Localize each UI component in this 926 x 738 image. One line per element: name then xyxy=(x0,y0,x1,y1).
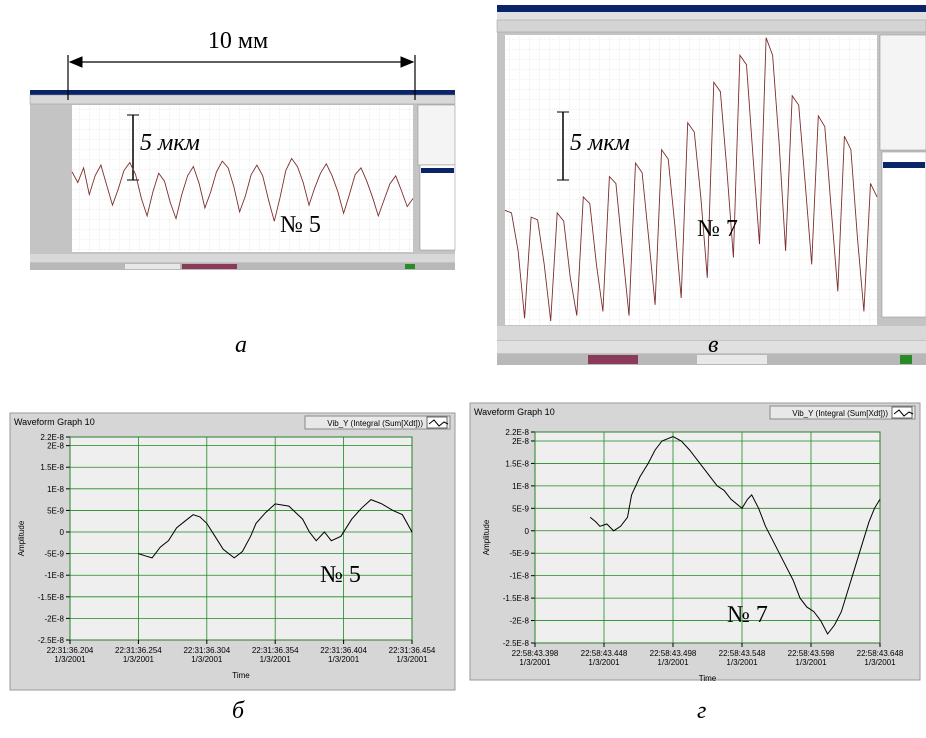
y-tick-label: -2E-8 xyxy=(44,614,64,623)
panel-caption: а xyxy=(235,332,247,358)
screenshot-frame xyxy=(497,5,926,365)
y-tick-label: 0 xyxy=(525,527,530,536)
panel-caption: б xyxy=(232,698,245,724)
y-tick-label: 2.2E-8 xyxy=(505,428,529,437)
y-tick-label: 5E-9 xyxy=(512,504,529,513)
legend-label: Vib_Y (Integral (Sum[Xdt])) xyxy=(327,419,423,428)
y-tick-label: -1E-8 xyxy=(509,572,529,581)
y-tick-label: -5E-9 xyxy=(509,549,529,558)
scale-label: 5 мкм xyxy=(570,130,630,156)
x-axis-label: Time xyxy=(699,674,717,683)
y-tick-label: 1E-8 xyxy=(512,482,529,491)
y-tick-label: -2.5E-8 xyxy=(38,636,65,645)
span-label: 10 мм xyxy=(208,28,268,54)
y-axis-label: Amplitude xyxy=(17,520,26,556)
chart-label: № 5 xyxy=(280,212,321,238)
y-tick-label: 1E-8 xyxy=(47,485,64,494)
y-tick-label: 1.5E-8 xyxy=(40,463,64,472)
figure: 10 мм 5 мкм 5 мкм № 5 а № 7 в Waveform Graph… xyxy=(0,0,926,738)
scale-label: 5 мкм xyxy=(140,130,200,156)
y-tick-label: 2E-8 xyxy=(47,442,64,451)
y-tick-label: -2E-8 xyxy=(509,617,529,626)
y-tick-label: 5E-9 xyxy=(47,506,64,515)
y-tick-label: 0 xyxy=(60,528,65,537)
y-tick-label: -1.5E-8 xyxy=(38,593,65,602)
y-tick-label: 2E-8 xyxy=(512,437,529,446)
y-tick-label: -2.5E-8 xyxy=(503,639,530,648)
chart-label: № 7 xyxy=(697,216,738,242)
y-tick-label: 1.5E-8 xyxy=(505,459,529,468)
y-axis-label: Amplitude xyxy=(482,519,491,555)
y-tick-label: -1E-8 xyxy=(44,571,64,580)
chart-title: Waveform Graph 10 xyxy=(474,407,555,417)
x-axis-label: Time xyxy=(232,671,250,680)
y-tick-label: -5E-9 xyxy=(44,550,64,559)
panel-caption: г xyxy=(697,698,706,724)
chart-label: № 5 xyxy=(320,562,361,588)
legend-label: Vib_Y (Integral (Sum[Xdt])) xyxy=(792,409,888,418)
chart-label: № 7 xyxy=(727,602,768,628)
y-tick-label: -1.5E-8 xyxy=(503,594,530,603)
panel-caption: в xyxy=(708,332,718,358)
chart-title: Waveform Graph 10 xyxy=(14,417,95,427)
